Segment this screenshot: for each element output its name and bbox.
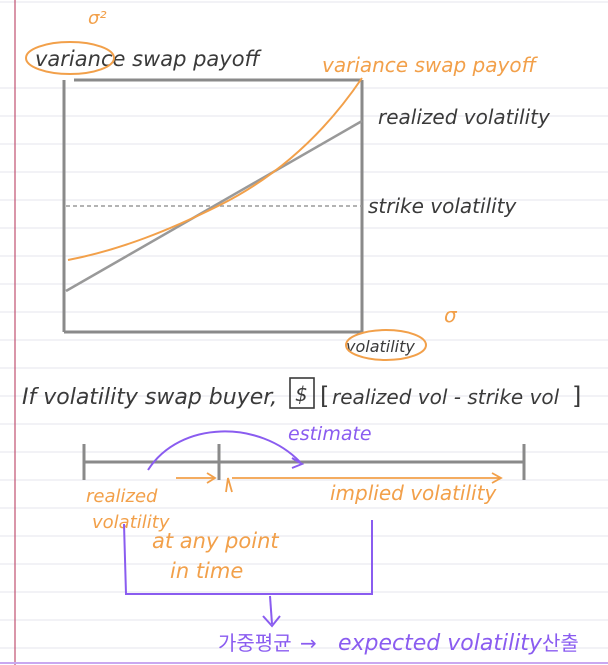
x-axis-label: volatility [346, 337, 415, 356]
past-label-line2: volatility [92, 512, 170, 533]
ruled-lines [0, 1, 608, 649]
curve-label: variance swap payoff [322, 53, 539, 77]
strike-volatility-label: strike volatility [368, 194, 518, 218]
estimate-arc-arrowhead [291, 457, 305, 469]
variance-circle [25, 41, 115, 75]
past-arrowhead [206, 472, 217, 484]
variance-payoff-curve [67, 77, 363, 261]
sigma-squared-note: σ² [88, 8, 107, 29]
volatility-circle [345, 329, 427, 361]
conclusion-arrow: → [300, 631, 317, 655]
future-arrowhead [491, 472, 503, 484]
down-arrow [269, 595, 273, 625]
payoff-chart: variance swap payoff σ² variance swap pa… [25, 8, 551, 361]
chart-title: variance swap payoff [35, 47, 263, 71]
bracket-open: [ [320, 382, 329, 410]
future-label: implied volatility [330, 481, 497, 505]
korean-weighted-average: 가중평균 [218, 631, 292, 655]
timeline: estimate realized volatility at any poin… [82, 423, 526, 628]
dollar-sign: $ [295, 382, 308, 406]
expected-volatility-label: expected volatility [338, 631, 543, 656]
formula-prefix: If volatility swap buyer, [22, 385, 277, 410]
estimate-arc [147, 430, 301, 471]
korean-suffix: 산출 [542, 631, 579, 655]
bracket-close: ] [572, 382, 581, 410]
conclusion: 가중평균 → expected volatility 산출 [218, 631, 579, 656]
now-label-line2: in time [170, 559, 243, 583]
now-marker [225, 477, 233, 493]
past-label-line1: realized [86, 486, 158, 507]
down-arrowhead [262, 615, 281, 628]
now-label-line1: at any point [152, 529, 279, 553]
formula-bracket-content: realized vol - strike vol [332, 385, 560, 409]
formula-line: If volatility swap buyer, $ [ realized v… [22, 377, 581, 410]
estimate-label: estimate [288, 423, 372, 445]
purple-bracket [123, 520, 373, 595]
realized-volatility-label: realized volatility [378, 105, 551, 129]
sigma-note: σ [444, 303, 458, 327]
dollar-box [289, 377, 315, 409]
realized-volatility-line [65, 119, 363, 293]
